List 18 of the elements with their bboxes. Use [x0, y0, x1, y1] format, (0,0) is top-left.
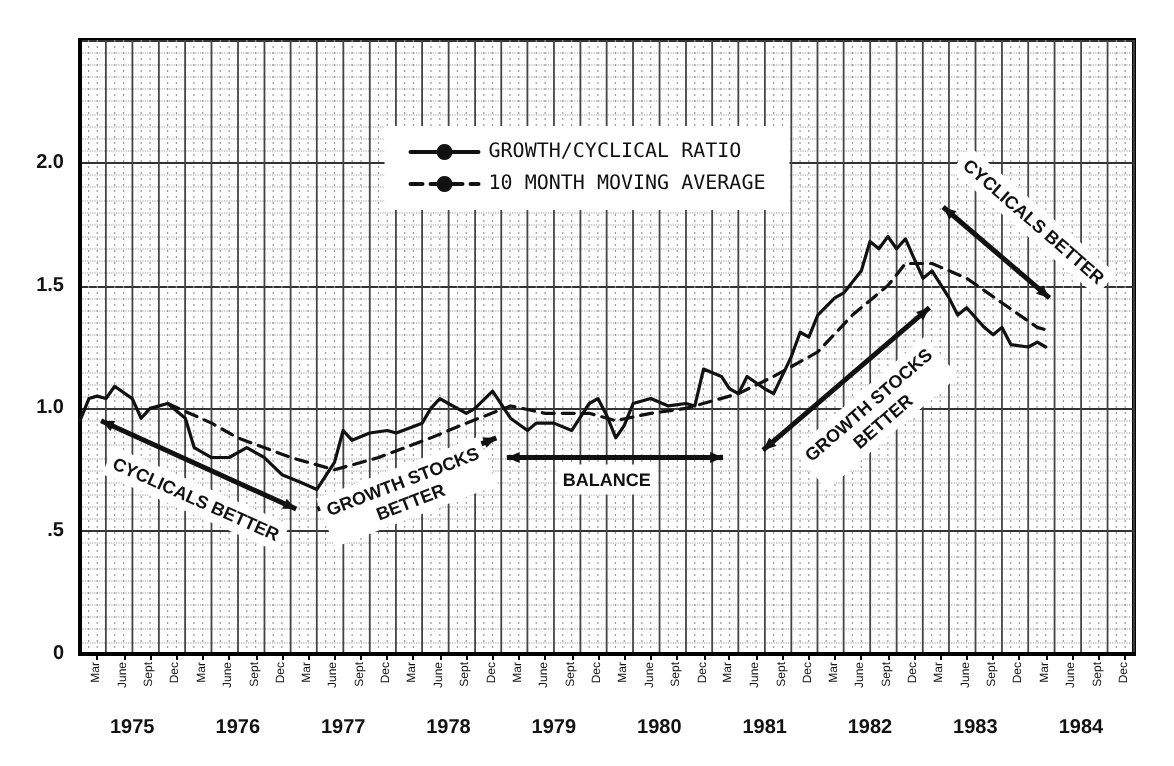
x-tick-label: 1983 [953, 717, 999, 739]
x-tick-label: 1976 [215, 717, 261, 739]
x-tick-label: 1979 [531, 717, 577, 739]
x-tick-label: 1981 [742, 717, 788, 739]
y-tick-label: 1.5 [36, 274, 65, 297]
y-tick-label: 1.0 [36, 397, 65, 420]
x-tick-label: 1980 [637, 717, 683, 739]
x-tick-label: 1982 [847, 717, 894, 739]
legend-label: GROWTH/CYCLICAL RATIO [488, 141, 742, 163]
y-tick-label: .5 [47, 520, 65, 543]
x-tick-label: 1984 [1058, 717, 1105, 739]
annotation: BALANCE [562, 469, 651, 490]
x-tick-label: 1975 [109, 717, 156, 739]
x-tick-label: 1978 [426, 717, 472, 739]
y-tick-label: 2.0 [36, 151, 65, 174]
y-tick-label: 0 [52, 643, 65, 665]
legend-label: 10 MONTH MOVING AVERAGE [488, 173, 766, 195]
x-tick-label: 1977 [320, 717, 367, 739]
